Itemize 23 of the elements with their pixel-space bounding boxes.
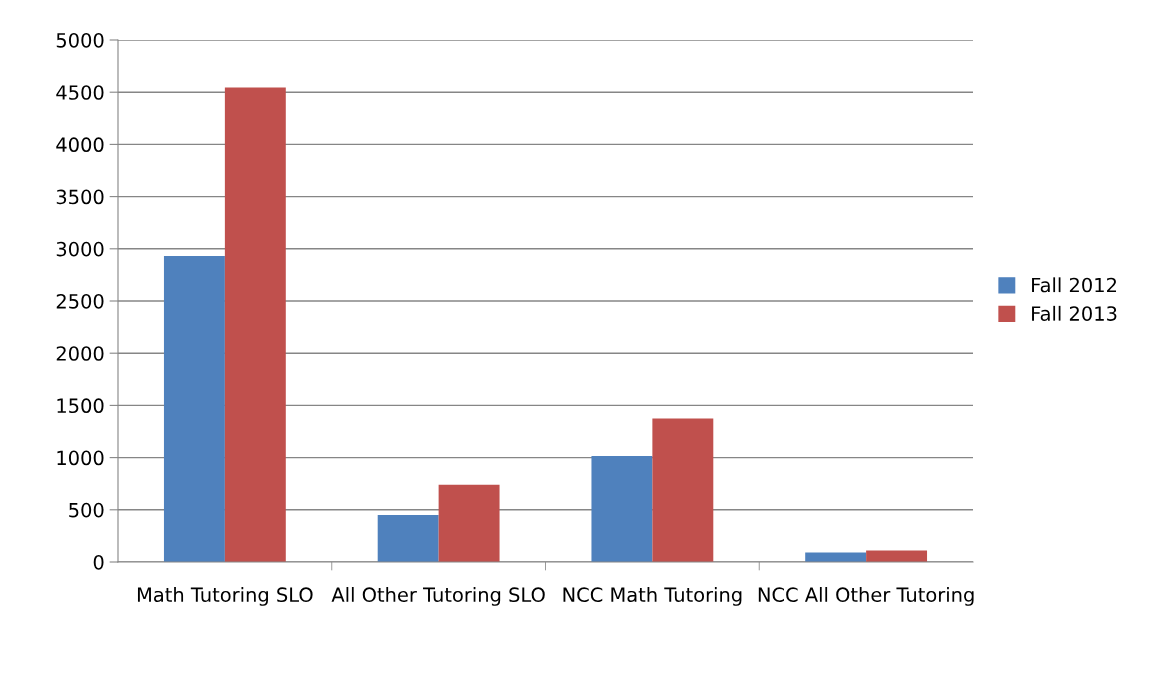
bar: [652, 418, 714, 562]
bar: [163, 256, 225, 562]
y-tick-label: 2000: [56, 346, 104, 361]
y-tick-label: 4500: [56, 85, 104, 100]
legend-label: Fall 2013: [1032, 305, 1117, 321]
y-tick-label: 2500: [56, 293, 104, 309]
x-tick-label: All Other Tutoring SLO: [331, 587, 545, 606]
y-tick-label: 1500: [57, 398, 104, 414]
bar: [377, 515, 439, 562]
y-tick-label: 3000: [56, 241, 104, 257]
bar: [591, 456, 653, 562]
y-tick-label: 3500: [56, 189, 104, 205]
x-tick-label: NCC Math Tutoring: [563, 587, 742, 606]
legend-label: Fall 2012: [1032, 277, 1117, 293]
x-tick-label: Math Tutoring SLO: [137, 587, 313, 606]
x-tick-label: NCC All Other Tutoring: [758, 587, 974, 606]
y-tick-label: 5000: [56, 32, 104, 48]
y-tick-label: 500: [69, 502, 104, 518]
bar: [224, 87, 286, 562]
y-tick-label: 1000: [57, 450, 104, 466]
y-tick-label: 4000: [56, 137, 104, 153]
bar: [438, 484, 500, 562]
y-tick-label: 0: [93, 554, 104, 570]
